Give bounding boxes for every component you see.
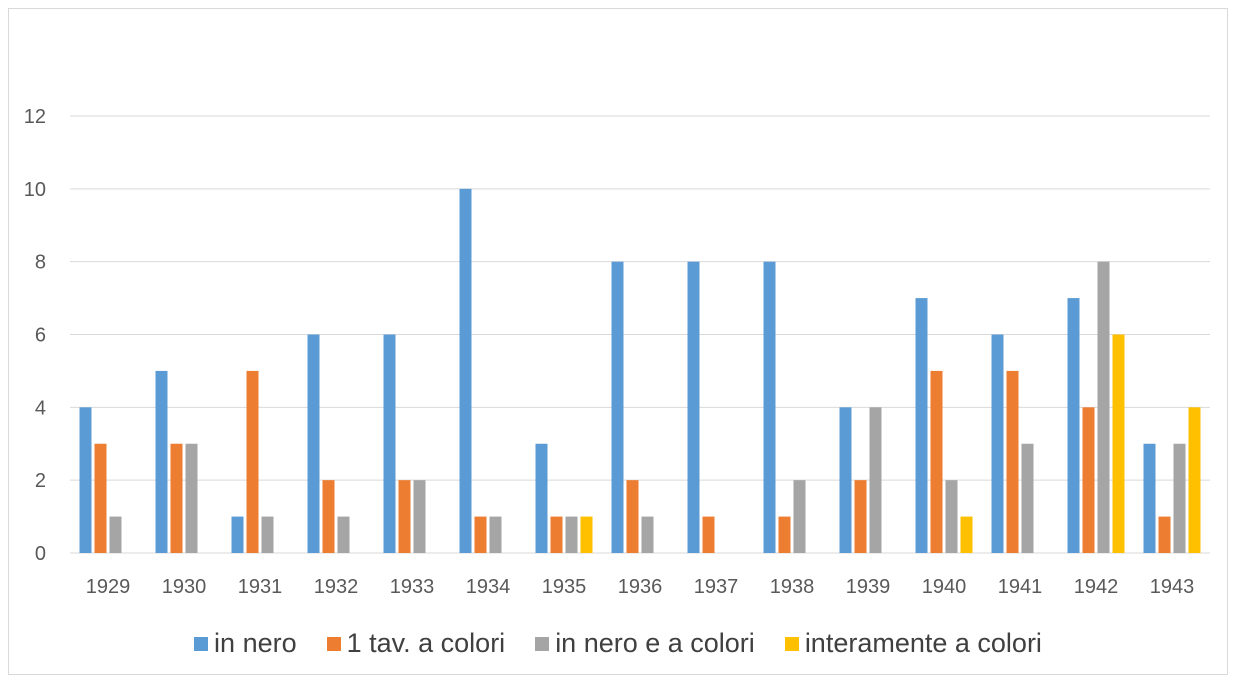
legend-label: 1 tav. a colori	[346, 628, 506, 658]
x-tick-label: 1929	[86, 576, 131, 598]
bar	[960, 516, 973, 553]
bar	[535, 443, 548, 553]
x-tick-label: 1931	[238, 576, 283, 598]
x-tick-label: 1936	[618, 576, 663, 598]
y-tick-label: 8	[35, 252, 46, 274]
bar	[1143, 443, 1156, 553]
legend-swatch	[194, 636, 209, 651]
bar	[1067, 298, 1080, 553]
bar	[246, 370, 259, 553]
bar	[94, 443, 107, 553]
bar	[459, 188, 472, 554]
x-tick-label: 1935	[542, 576, 587, 598]
bar	[778, 516, 791, 553]
bar	[1021, 443, 1034, 553]
legend-label: interamente a colori	[804, 628, 1042, 658]
bar	[945, 480, 958, 553]
legend-swatch	[535, 636, 550, 651]
bar	[565, 516, 578, 553]
bar	[1188, 407, 1201, 553]
bar	[1173, 443, 1186, 553]
legend-item: in nero e a colori	[535, 628, 755, 659]
y-tick-label: 0	[35, 543, 46, 565]
bar	[580, 516, 593, 553]
bar	[626, 480, 639, 553]
bar	[337, 516, 350, 553]
bar	[398, 480, 411, 553]
x-axis-tick-labels: 1929 1930 1931 1932 1933 1934 1935 1936 1937 1938…	[86, 576, 1195, 598]
y-axis-tick-labels: 0 2 4 6 8 10 12	[24, 106, 46, 565]
legend: in nero 1 tav. a colori in nero e a colori…	[0, 628, 1236, 659]
bar	[383, 334, 396, 553]
x-tick-label: 1932	[314, 576, 359, 598]
bar	[641, 516, 654, 553]
bar	[231, 516, 244, 553]
bar	[869, 407, 882, 553]
bar	[793, 480, 806, 553]
legend-swatch	[326, 636, 341, 651]
bar	[474, 516, 487, 553]
legend-swatch	[784, 636, 799, 651]
bar	[413, 480, 426, 553]
bar	[915, 298, 928, 553]
x-tick-label: 1934	[466, 576, 511, 598]
legend-item: in nero	[194, 628, 297, 659]
y-tick-label: 4	[35, 397, 46, 419]
bar	[307, 334, 320, 553]
bar	[185, 443, 198, 553]
bar	[991, 334, 1004, 553]
bar	[1097, 261, 1110, 553]
x-tick-label: 1942	[1074, 576, 1119, 598]
bar	[109, 516, 122, 553]
bar	[839, 407, 852, 553]
y-tick-label: 2	[35, 470, 46, 492]
bar	[79, 407, 92, 553]
y-tick-label: 6	[35, 325, 46, 347]
bar	[611, 261, 624, 553]
legend-item: 1 tav. a colori	[326, 628, 506, 659]
bars	[79, 188, 1201, 554]
y-tick-label: 10	[24, 179, 46, 201]
bar	[1006, 370, 1019, 553]
gridlines	[70, 115, 1210, 554]
x-tick-label: 1939	[846, 576, 891, 598]
x-tick-label: 1943	[1150, 576, 1195, 598]
x-tick-label: 1937	[694, 576, 739, 598]
x-tick-label: 1941	[998, 576, 1043, 598]
bar	[322, 480, 335, 553]
bar	[550, 516, 563, 553]
legend-item: interamente a colori	[784, 628, 1042, 659]
bar	[1082, 407, 1095, 553]
bar	[702, 516, 715, 553]
bar	[261, 516, 274, 553]
bar	[763, 261, 776, 553]
bar	[854, 480, 867, 553]
x-tick-label: 1938	[770, 576, 815, 598]
legend-label: in nero	[214, 628, 297, 658]
y-tick-label: 12	[24, 106, 46, 128]
bar	[930, 370, 943, 553]
bar	[687, 261, 700, 553]
bar	[170, 443, 183, 553]
bar	[155, 370, 168, 553]
bar	[1112, 334, 1125, 553]
x-tick-label: 1940	[922, 576, 967, 598]
bar	[489, 516, 502, 553]
legend-label: in nero e a colori	[555, 628, 755, 658]
bar	[1158, 516, 1171, 553]
x-tick-label: 1933	[390, 576, 435, 598]
x-tick-label: 1930	[162, 576, 207, 598]
